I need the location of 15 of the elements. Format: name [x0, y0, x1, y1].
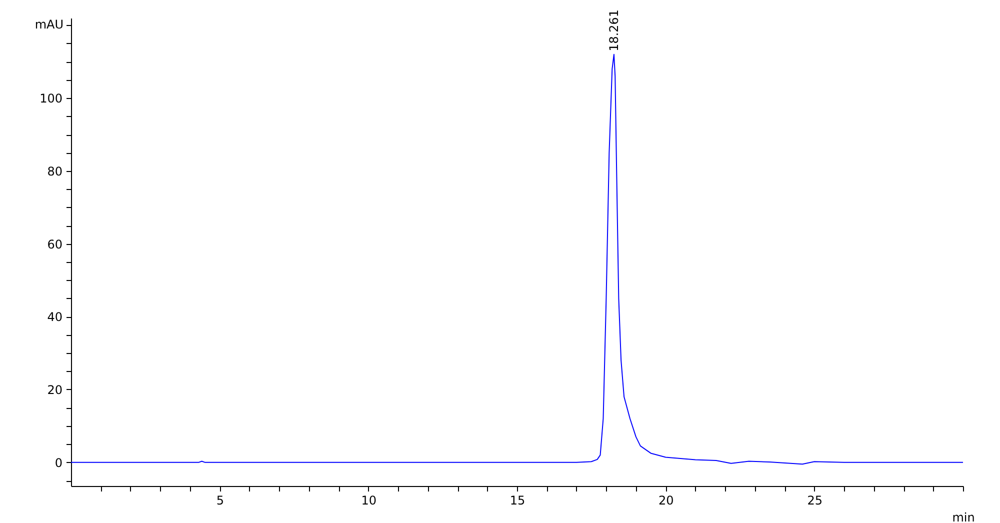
x-tick-label: 20	[658, 494, 674, 508]
x-tick-label: 15	[510, 494, 526, 508]
y-tick-label: 100	[40, 92, 62, 106]
y-tick-label: 60	[47, 237, 62, 252]
y-tick-label: 80	[47, 164, 62, 178]
x-axis-title: min	[952, 510, 975, 523]
x-tick-label: 25	[807, 494, 822, 508]
y-tick-label: 20	[47, 382, 62, 397]
x-tick-label: 10	[361, 494, 376, 508]
line-series	[71, 54, 963, 465]
annotation: 18.261	[606, 9, 621, 52]
y-tick-label: 0	[54, 456, 62, 470]
y-tick-label: 40	[47, 310, 62, 324]
x-tick-label: 5	[216, 494, 224, 508]
y-axis-title: mAU	[34, 18, 64, 32]
